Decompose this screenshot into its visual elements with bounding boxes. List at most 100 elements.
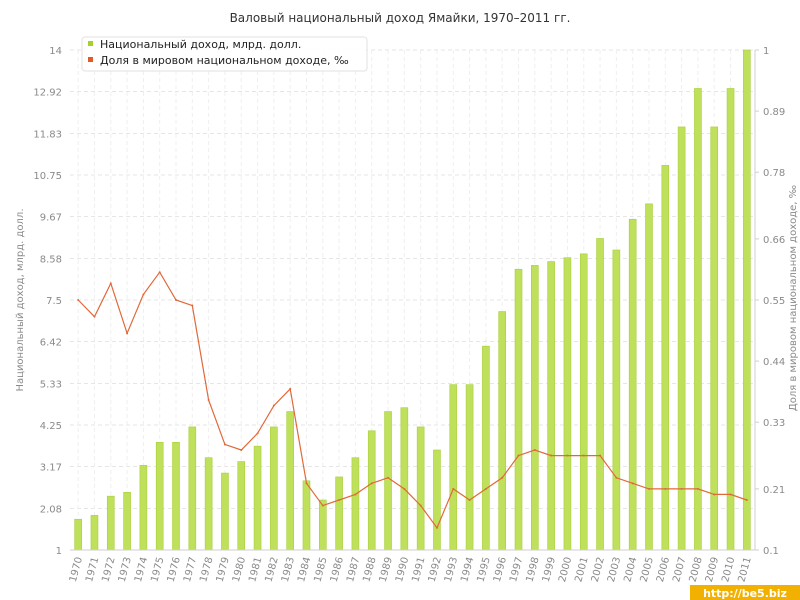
- line-point-2002: [599, 454, 602, 457]
- bar-2005: [645, 203, 653, 551]
- line-point-2000: [566, 454, 569, 457]
- line-point-2006: [664, 487, 667, 490]
- bar-1977: [188, 426, 197, 551]
- left-tick-label: 4.25: [40, 421, 62, 432]
- right-tick-label: 0.33: [763, 418, 785, 429]
- line-point-1980: [240, 449, 243, 451]
- x-tick-label: 1979: [215, 556, 232, 583]
- watermark-text: http://be5.biz: [703, 587, 787, 600]
- chart-title: Валовый национальный доход Ямайки, 1970–…: [230, 11, 571, 25]
- line-point-1984: [305, 482, 308, 485]
- right-axis-ticks: 0.1 0.21 0.33 0.44 0.55 0.66 0.78 0.89 1: [755, 46, 785, 557]
- line-point-1973: [126, 332, 129, 335]
- line-point-1983: [289, 387, 292, 390]
- x-tick-label: 1980: [231, 556, 248, 583]
- bar-1974: [139, 465, 148, 551]
- bar-1973: [123, 492, 131, 551]
- left-tick-label: 7.5: [46, 296, 62, 307]
- x-tick-label: 1992: [427, 556, 444, 583]
- line-point-1972: [109, 282, 112, 285]
- x-tick-label: 2007: [671, 556, 688, 583]
- x-tick-label: 1984: [296, 556, 313, 583]
- x-tick-label: 2003: [606, 556, 623, 583]
- legend-bar-label: Национальный доход, млрд. долл.: [100, 38, 301, 51]
- bar-1987: [351, 457, 360, 551]
- x-tick-label: 1994: [459, 556, 476, 583]
- x-tick-label: 1999: [541, 556, 558, 583]
- bar-1995: [482, 345, 490, 551]
- left-tick-label: 1: [56, 546, 62, 557]
- x-tick-label: 1990: [394, 556, 411, 583]
- right-tick-label: 0.44: [763, 357, 785, 368]
- line-point-2009: [713, 493, 716, 496]
- right-tick-label: 1: [763, 46, 769, 57]
- x-tick-label: 1998: [525, 556, 542, 583]
- x-tick-label: 1972: [100, 556, 117, 583]
- bar-2011: [743, 49, 751, 551]
- bar-2007: [677, 126, 686, 551]
- x-tick-label: 1985: [312, 556, 329, 583]
- x-axis-ticks: 1970 1971 1972 1973 1974 1975 1976 1977 1978 1979…: [68, 556, 754, 583]
- line-point-2011: [745, 499, 748, 501]
- x-tick-label: 2000: [557, 556, 574, 583]
- line-point-2001: [582, 454, 585, 457]
- line-point-1998: [533, 449, 536, 451]
- line-point-1993: [452, 487, 455, 490]
- x-tick-label: 2004: [622, 556, 639, 583]
- line-point-2008: [696, 487, 699, 490]
- bar-1983: [286, 411, 294, 551]
- x-tick-label: 1976: [166, 556, 183, 583]
- left-tick-label: 10.75: [33, 171, 62, 182]
- line-point-1985: [321, 504, 324, 507]
- legend-bar-swatch: [88, 41, 93, 46]
- x-tick-label: 2006: [655, 556, 672, 583]
- x-tick-label: 1974: [133, 556, 150, 583]
- bar-1997: [514, 268, 523, 551]
- bar-1992: [433, 449, 441, 551]
- left-tick-label: 9.67: [40, 213, 62, 224]
- line-point-1977: [191, 304, 194, 307]
- x-tick-label: 1982: [264, 556, 281, 583]
- right-tick-label: 0.89: [763, 107, 785, 118]
- line-point-1979: [223, 443, 226, 446]
- line-point-1978: [207, 399, 210, 401]
- line-point-1996: [501, 476, 504, 479]
- bar-1971: [90, 515, 99, 551]
- bar-1994: [465, 384, 474, 551]
- x-tick-label: 2010: [720, 556, 737, 583]
- left-tick-label: 12.92: [33, 88, 62, 99]
- line-point-2007: [680, 487, 683, 490]
- left-tick-label: 2.08: [40, 504, 62, 515]
- bar-1975: [155, 442, 164, 551]
- right-tick-label: 0.78: [763, 168, 785, 179]
- right-tick-label: 0.21: [763, 485, 785, 496]
- legend-line-swatch: [88, 57, 93, 62]
- left-axis-title: Национальный доход, млрд. долл.: [15, 208, 26, 391]
- right-tick-label: 0.55: [763, 296, 785, 307]
- line-point-1992: [435, 526, 438, 529]
- bar-1981: [253, 445, 262, 551]
- line-point-1975: [158, 271, 161, 274]
- bar-2003: [612, 249, 621, 551]
- line-point-1990: [403, 487, 406, 490]
- share-line: [77, 271, 747, 530]
- x-tick-label: 1978: [198, 556, 215, 583]
- x-tick-label: 2001: [573, 556, 590, 583]
- x-tick-label: 1989: [378, 556, 395, 583]
- bar-1998: [531, 265, 539, 551]
- x-tick-label: 2009: [704, 556, 721, 583]
- bar-2010: [726, 88, 735, 551]
- bar-1972: [106, 495, 115, 551]
- watermark-background: [690, 585, 800, 600]
- line-point-1974: [142, 293, 145, 296]
- x-tick-label: 1986: [329, 556, 346, 583]
- right-tick-label: 0.1: [763, 546, 779, 557]
- line-point-2004: [631, 482, 634, 485]
- x-tick-label: 1991: [410, 556, 427, 583]
- bar-1986: [335, 476, 343, 551]
- bar-1970: [74, 518, 82, 551]
- line-point-1995: [484, 487, 487, 490]
- bar-2004: [628, 218, 637, 551]
- bar-1993: [449, 384, 458, 551]
- bar-2002: [596, 238, 604, 551]
